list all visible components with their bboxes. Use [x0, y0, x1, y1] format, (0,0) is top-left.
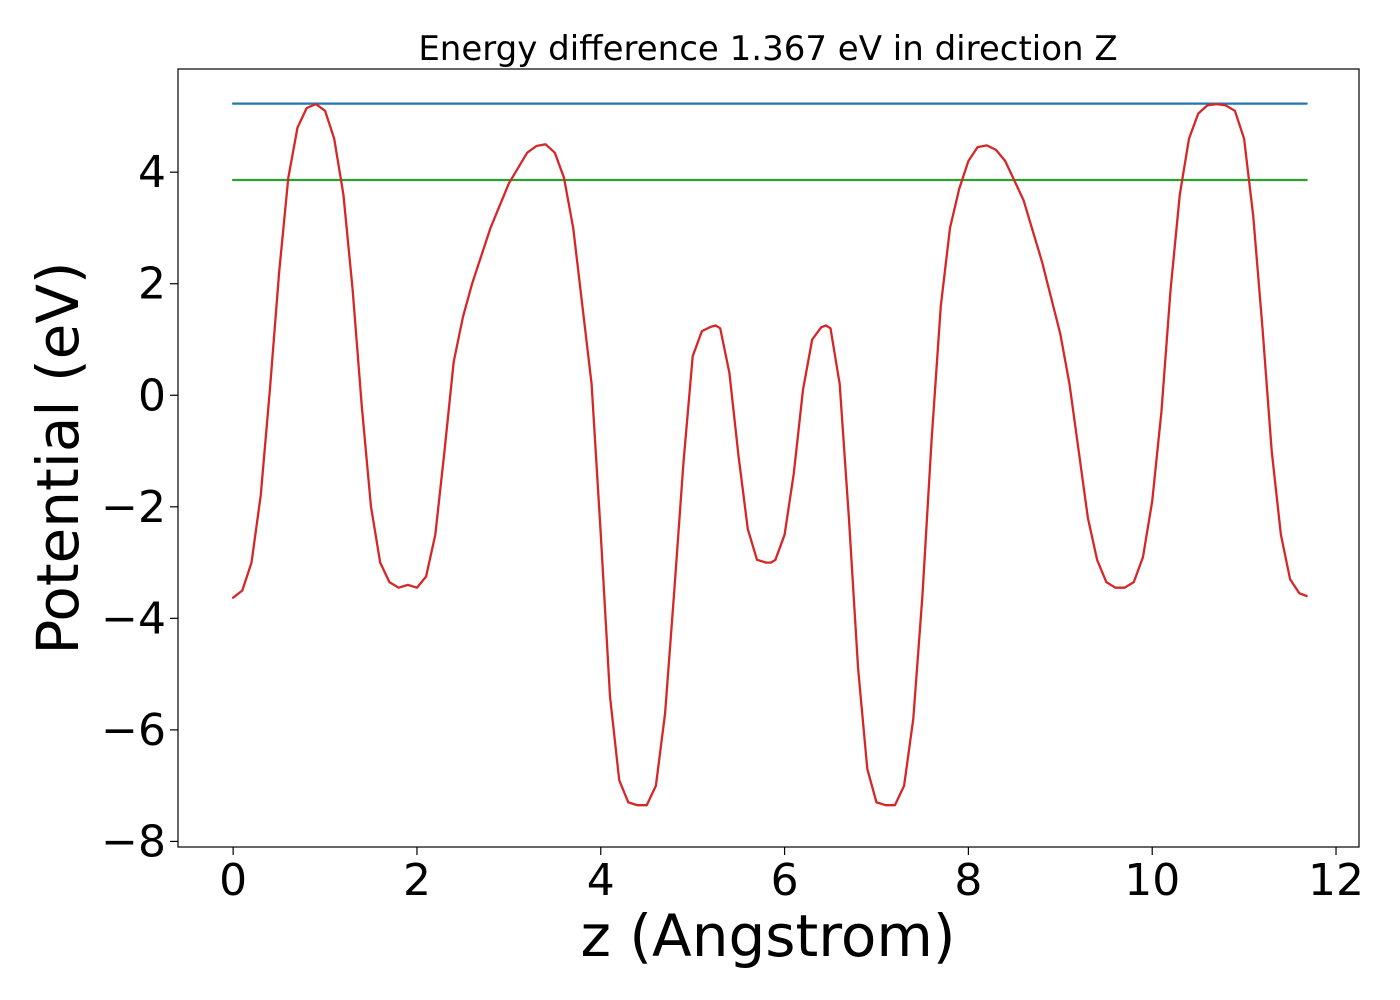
- y-tick-label: 0: [138, 370, 166, 421]
- y-tick-label: 2: [138, 259, 166, 310]
- y-tick-label: 4: [138, 147, 166, 198]
- x-tick-label: 6: [771, 855, 799, 906]
- chart-title: Energy difference 1.367 eV in direction …: [418, 29, 1117, 69]
- x-tick-label: 8: [954, 855, 982, 906]
- x-axis-label: z (Angstrom): [581, 902, 956, 970]
- x-tick-label: 2: [403, 855, 431, 906]
- y-axis-ticks: −8 −6 −4 −2 0 2 4: [101, 147, 178, 867]
- x-tick-label: 12: [1308, 855, 1364, 906]
- y-tick-label: −8: [101, 816, 166, 867]
- x-tick-label: 4: [587, 855, 615, 906]
- x-tick-label: 0: [219, 855, 247, 906]
- y-tick-label: −4: [101, 593, 166, 644]
- plot-frame: [177, 68, 1360, 848]
- y-tick-label: −6: [101, 705, 166, 756]
- x-tick-label: 10: [1124, 855, 1180, 906]
- x-axis-ticks: 0 2 4 6 8 10 12: [219, 847, 1364, 906]
- y-tick-label: −2: [101, 482, 166, 533]
- potential-curve: [231, 102, 1308, 807]
- series-layer: [231, 102, 1308, 807]
- y-axis-label: Potential (eV): [24, 261, 92, 654]
